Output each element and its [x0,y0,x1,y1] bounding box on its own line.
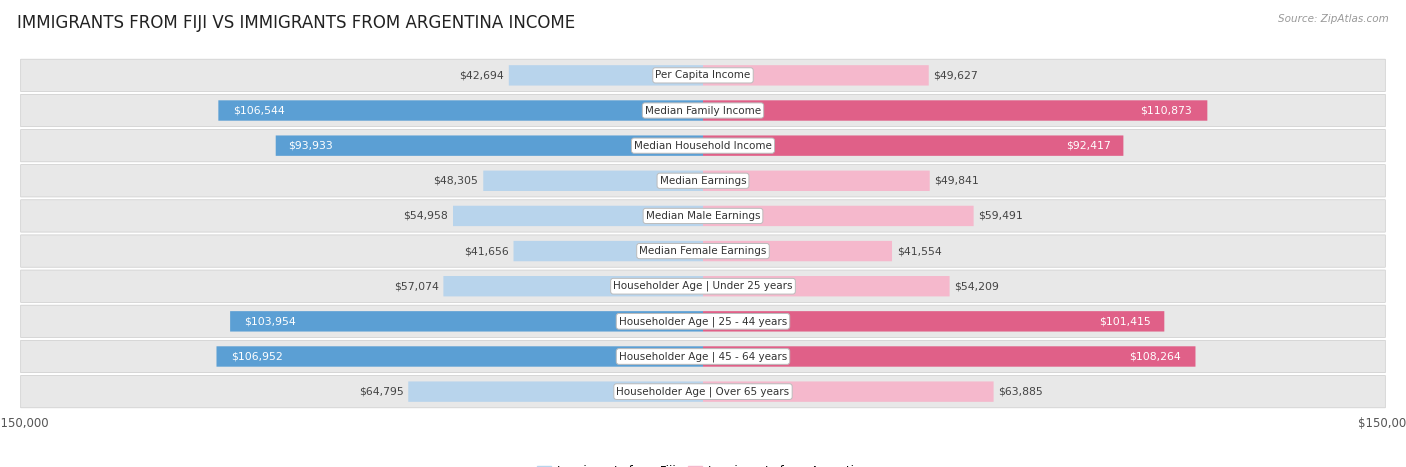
FancyBboxPatch shape [21,200,1385,232]
Text: $64,795: $64,795 [359,387,404,396]
FancyBboxPatch shape [703,347,1195,367]
FancyBboxPatch shape [703,100,1208,120]
Text: $49,841: $49,841 [935,176,979,186]
Text: Householder Age | 25 - 44 years: Householder Age | 25 - 44 years [619,316,787,326]
Text: $110,873: $110,873 [1140,106,1192,115]
Text: $106,952: $106,952 [231,352,283,361]
Text: Median Male Earnings: Median Male Earnings [645,211,761,221]
Text: Householder Age | Over 65 years: Householder Age | Over 65 years [616,386,790,397]
FancyBboxPatch shape [703,276,949,297]
FancyBboxPatch shape [276,135,703,156]
Text: $54,958: $54,958 [404,211,449,221]
FancyBboxPatch shape [703,65,929,85]
FancyBboxPatch shape [703,241,891,261]
FancyBboxPatch shape [703,311,1164,332]
FancyBboxPatch shape [21,59,1385,92]
FancyBboxPatch shape [21,165,1385,197]
Text: $41,656: $41,656 [464,246,509,256]
FancyBboxPatch shape [21,270,1385,302]
FancyBboxPatch shape [21,129,1385,162]
Text: Median Family Income: Median Family Income [645,106,761,115]
Text: $103,954: $103,954 [245,316,297,326]
Text: $49,627: $49,627 [934,71,979,80]
Text: Householder Age | 45 - 64 years: Householder Age | 45 - 64 years [619,351,787,362]
FancyBboxPatch shape [21,94,1385,127]
Text: Median Household Income: Median Household Income [634,141,772,151]
FancyBboxPatch shape [703,206,973,226]
FancyBboxPatch shape [21,340,1385,373]
FancyBboxPatch shape [21,375,1385,408]
Text: $92,417: $92,417 [1066,141,1111,151]
FancyBboxPatch shape [513,241,703,261]
FancyBboxPatch shape [21,305,1385,338]
Text: Householder Age | Under 25 years: Householder Age | Under 25 years [613,281,793,291]
Text: $59,491: $59,491 [979,211,1024,221]
FancyBboxPatch shape [509,65,703,85]
Text: Median Earnings: Median Earnings [659,176,747,186]
FancyBboxPatch shape [21,235,1385,267]
FancyBboxPatch shape [453,206,703,226]
FancyBboxPatch shape [443,276,703,297]
FancyBboxPatch shape [231,311,703,332]
Text: Per Capita Income: Per Capita Income [655,71,751,80]
Text: $48,305: $48,305 [433,176,478,186]
FancyBboxPatch shape [217,347,703,367]
Text: Source: ZipAtlas.com: Source: ZipAtlas.com [1278,14,1389,24]
FancyBboxPatch shape [703,170,929,191]
Text: $106,544: $106,544 [233,106,284,115]
Text: $42,694: $42,694 [460,71,503,80]
FancyBboxPatch shape [218,100,703,120]
Text: $54,209: $54,209 [955,281,1000,291]
FancyBboxPatch shape [703,382,994,402]
FancyBboxPatch shape [408,382,703,402]
Text: Median Female Earnings: Median Female Earnings [640,246,766,256]
FancyBboxPatch shape [703,135,1123,156]
Text: $101,415: $101,415 [1098,316,1150,326]
Text: $57,074: $57,074 [394,281,439,291]
FancyBboxPatch shape [484,170,703,191]
Text: IMMIGRANTS FROM FIJI VS IMMIGRANTS FROM ARGENTINA INCOME: IMMIGRANTS FROM FIJI VS IMMIGRANTS FROM … [17,14,575,32]
Text: $108,264: $108,264 [1129,352,1181,361]
Text: $63,885: $63,885 [998,387,1043,396]
Legend: Immigrants from Fiji, Immigrants from Argentina: Immigrants from Fiji, Immigrants from Ar… [533,460,873,467]
Text: $93,933: $93,933 [288,141,333,151]
Text: $41,554: $41,554 [897,246,942,256]
